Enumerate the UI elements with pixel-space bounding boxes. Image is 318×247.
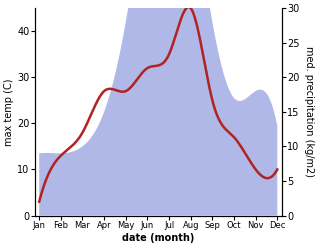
Y-axis label: max temp (C): max temp (C) (4, 78, 14, 145)
X-axis label: date (month): date (month) (122, 233, 194, 243)
Y-axis label: med. precipitation (kg/m2): med. precipitation (kg/m2) (304, 46, 314, 177)
